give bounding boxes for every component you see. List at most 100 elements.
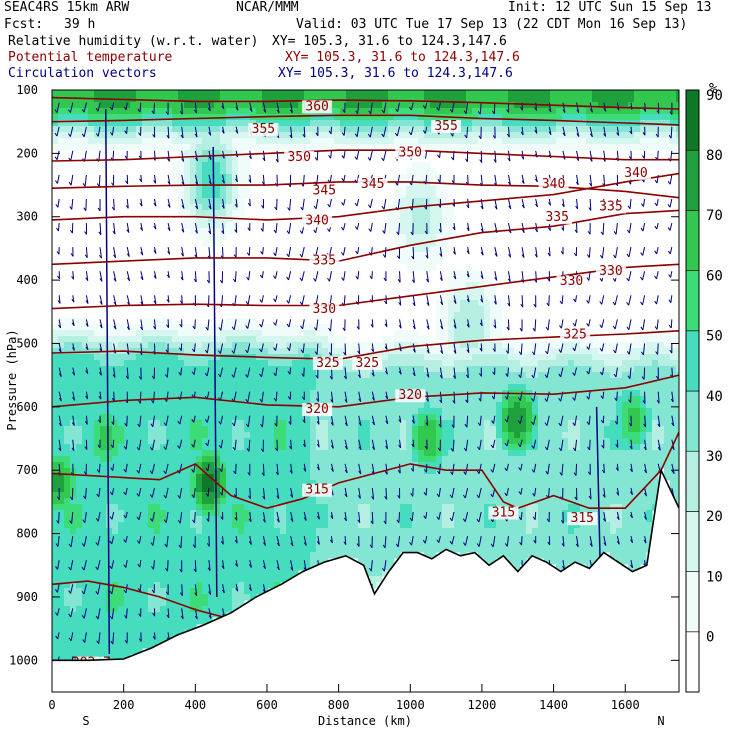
rh-cell	[88, 444, 95, 451]
rh-cell	[676, 336, 679, 343]
rh-cell	[250, 486, 257, 493]
rh-cell	[352, 486, 359, 493]
rh-cell	[88, 528, 95, 535]
rh-cell	[436, 312, 443, 319]
rh-cell	[76, 138, 83, 145]
rh-cell	[646, 468, 653, 475]
rh-cell	[196, 180, 203, 187]
rh-cell	[94, 450, 101, 457]
rh-cell	[208, 228, 215, 235]
rh-cell	[502, 360, 509, 367]
rh-cell	[514, 432, 521, 439]
rh-cell	[442, 96, 449, 103]
rh-cell	[496, 396, 503, 403]
rh-cell	[196, 138, 203, 145]
rh-cell	[352, 396, 359, 403]
rh-cell	[640, 396, 647, 403]
rh-cell	[142, 450, 149, 457]
rh-cell	[184, 324, 191, 331]
rh-cell	[172, 468, 179, 475]
rh-cell	[652, 396, 659, 403]
rh-cell	[550, 516, 557, 523]
rh-cell	[544, 414, 551, 421]
rh-cell	[430, 252, 437, 259]
rh-cell	[256, 474, 263, 481]
rh-cell	[574, 498, 581, 505]
rh-cell	[130, 486, 137, 493]
rh-cell	[172, 486, 179, 493]
rh-cell	[496, 474, 503, 481]
rh-cell	[592, 420, 599, 427]
rh-cell	[58, 468, 65, 475]
rh-cell	[232, 372, 239, 379]
rh-cell	[406, 420, 413, 427]
rh-cell	[406, 342, 413, 349]
rh-cell	[400, 384, 407, 391]
rh-cell	[82, 348, 89, 355]
rh-cell	[64, 348, 71, 355]
rh-cell	[250, 102, 257, 109]
rh-cell	[244, 420, 251, 427]
rh-cell	[646, 498, 653, 505]
rh-cell	[412, 522, 419, 529]
rh-cell	[340, 102, 347, 109]
rh-cell	[88, 330, 95, 337]
rh-cell	[160, 420, 167, 427]
rh-cell	[334, 402, 341, 409]
rh-cell	[214, 96, 221, 103]
rh-cell	[268, 324, 275, 331]
rh-cell	[172, 438, 179, 445]
rh-cell	[136, 384, 143, 391]
rh-cell	[376, 438, 383, 445]
rh-cell	[508, 402, 515, 409]
rh-cell	[376, 474, 383, 481]
rh-cell	[226, 174, 233, 181]
rh-cell	[376, 144, 383, 151]
rh-cell	[70, 126, 77, 133]
rh-cell	[598, 96, 605, 103]
rh-cell	[442, 240, 449, 247]
rh-cell	[388, 360, 395, 367]
rh-cell	[370, 438, 377, 445]
rh-cell	[250, 390, 257, 397]
rh-cell	[238, 186, 245, 193]
rh-cell	[412, 360, 419, 367]
rh-cell	[166, 402, 173, 409]
rh-cell	[364, 474, 371, 481]
rh-cell	[424, 504, 431, 511]
rh-cell	[526, 468, 533, 475]
rh-cell	[514, 366, 521, 373]
rh-cell	[208, 420, 215, 427]
rh-cell	[538, 342, 545, 349]
rh-cell	[508, 342, 515, 349]
rh-cell	[544, 132, 551, 139]
rh-cell	[310, 372, 317, 379]
rh-cell	[286, 138, 293, 145]
rh-cell	[424, 126, 431, 133]
rh-cell	[100, 342, 107, 349]
rh-cell	[580, 402, 587, 409]
rh-cell	[88, 474, 95, 481]
rh-cell	[466, 432, 473, 439]
rh-cell	[490, 402, 497, 409]
rh-cell	[598, 366, 605, 373]
rh-cell	[124, 372, 131, 379]
rh-cell	[388, 102, 395, 109]
rh-cell	[592, 432, 599, 439]
rh-cell	[364, 120, 371, 127]
rh-cell	[262, 342, 269, 349]
rh-cell	[586, 504, 593, 511]
rh-cell	[172, 522, 179, 529]
rh-cell	[118, 138, 125, 145]
rh-cell	[208, 498, 215, 505]
rh-cell	[352, 342, 359, 349]
rh-cell	[370, 378, 377, 385]
rh-cell	[154, 372, 161, 379]
rh-cell	[208, 444, 215, 451]
rh-cell	[640, 462, 647, 469]
rh-cell	[208, 414, 215, 421]
rh-cell	[112, 138, 119, 145]
rh-cell	[412, 228, 419, 235]
rh-cell	[262, 438, 269, 445]
rh-cell	[178, 162, 185, 169]
